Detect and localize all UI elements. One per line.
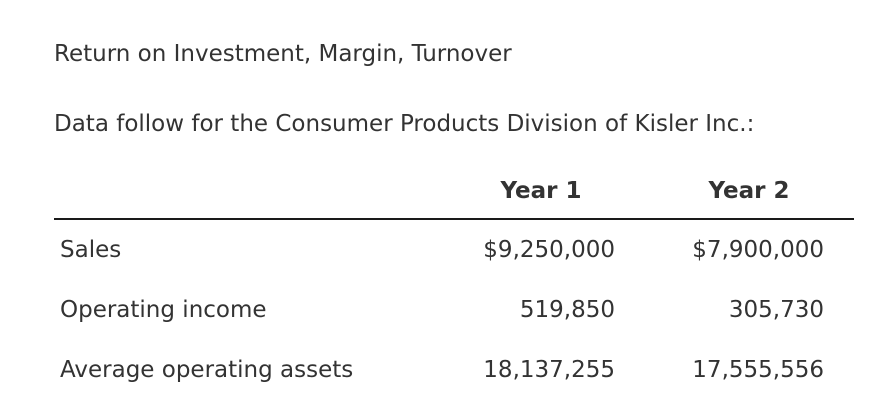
problem-heading: Return on Investment, Margin, Turnover — [54, 41, 512, 67]
cell-year-1: $9,250,000 — [483, 237, 615, 263]
cell-year-1: 18,137,255 — [483, 357, 615, 383]
cell-year-2: $7,900,000 — [692, 237, 824, 263]
table-header-row: Year 1 Year 2 — [54, 166, 854, 220]
row-label: Average operating assets — [60, 357, 354, 383]
table-row-operating-income: Operating income 519,850 305,730 — [54, 280, 854, 340]
table-row-sales: Sales $9,250,000 $7,900,000 — [54, 220, 854, 280]
row-label: Sales — [60, 237, 122, 263]
column-header-year-1: Year 1 — [500, 178, 582, 204]
cell-year-2: 17,555,556 — [692, 357, 824, 383]
cell-year-1: 519,850 — [519, 297, 615, 323]
cell-year-2: 305,730 — [728, 297, 824, 323]
column-header-year-2: Year 2 — [708, 178, 790, 204]
row-label: Operating income — [60, 297, 267, 323]
data-table: Year 1 Year 2 Sales $9,250,000 $7,900,00… — [54, 166, 854, 400]
table-row-average-operating-assets: Average operating assets 18,137,255 17,5… — [54, 340, 854, 400]
problem-intro: Data follow for the Consumer Products Di… — [54, 111, 755, 137]
